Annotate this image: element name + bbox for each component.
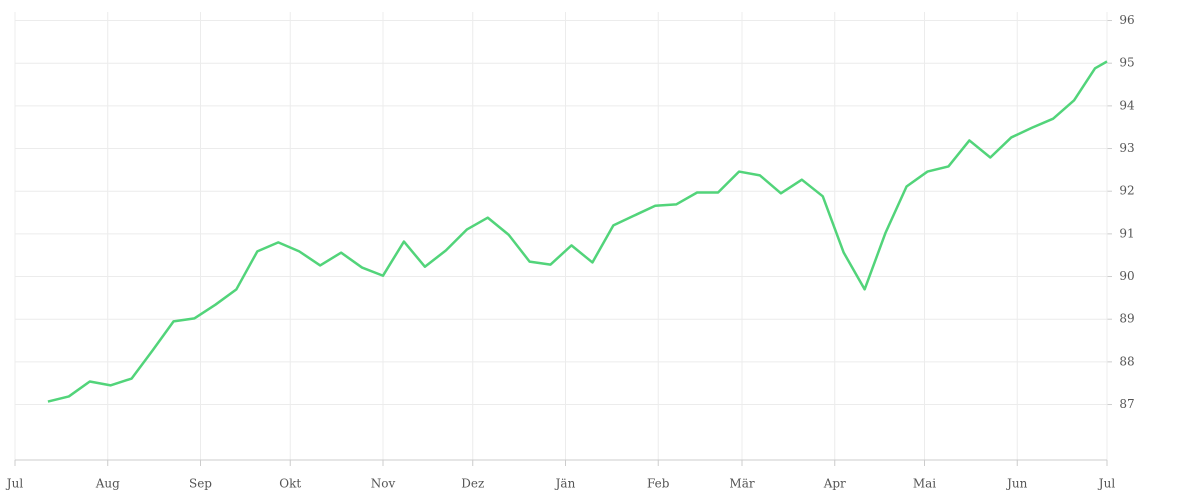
x-tick-label: Okt [279, 477, 301, 491]
y-tick-label: 93 [1119, 141, 1134, 155]
y-tick-label: 89 [1119, 312, 1134, 326]
y-tick-label: 90 [1119, 269, 1134, 283]
y-tick-label: 96 [1119, 13, 1134, 27]
x-tick-label: Sep [189, 477, 212, 491]
x-tick-label: Nov [371, 477, 396, 491]
line [47, 60, 1108, 403]
x-tick-label: Mär [729, 477, 754, 491]
y-tick-label: 95 [1119, 56, 1134, 70]
x-tick-label: Apr [823, 477, 846, 491]
x-tick-label: Dez [461, 477, 484, 491]
x-tick-label: Jul [1097, 477, 1116, 491]
y-tick-label: 91 [1119, 226, 1134, 240]
y-tick-label: 88 [1119, 354, 1134, 368]
y-tick-label: 87 [1119, 397, 1134, 411]
x-tick-label: Mai [913, 477, 936, 491]
y-tick-label: 94 [1119, 98, 1135, 112]
x-tick-label: Jun [1005, 477, 1028, 491]
x-tick-label: Feb [647, 477, 670, 491]
y-tick-label: 92 [1119, 184, 1134, 198]
x-tick-label: Jän [554, 477, 576, 491]
x-tick-label: Jul [5, 477, 24, 491]
x-tick-label: Aug [95, 477, 120, 491]
